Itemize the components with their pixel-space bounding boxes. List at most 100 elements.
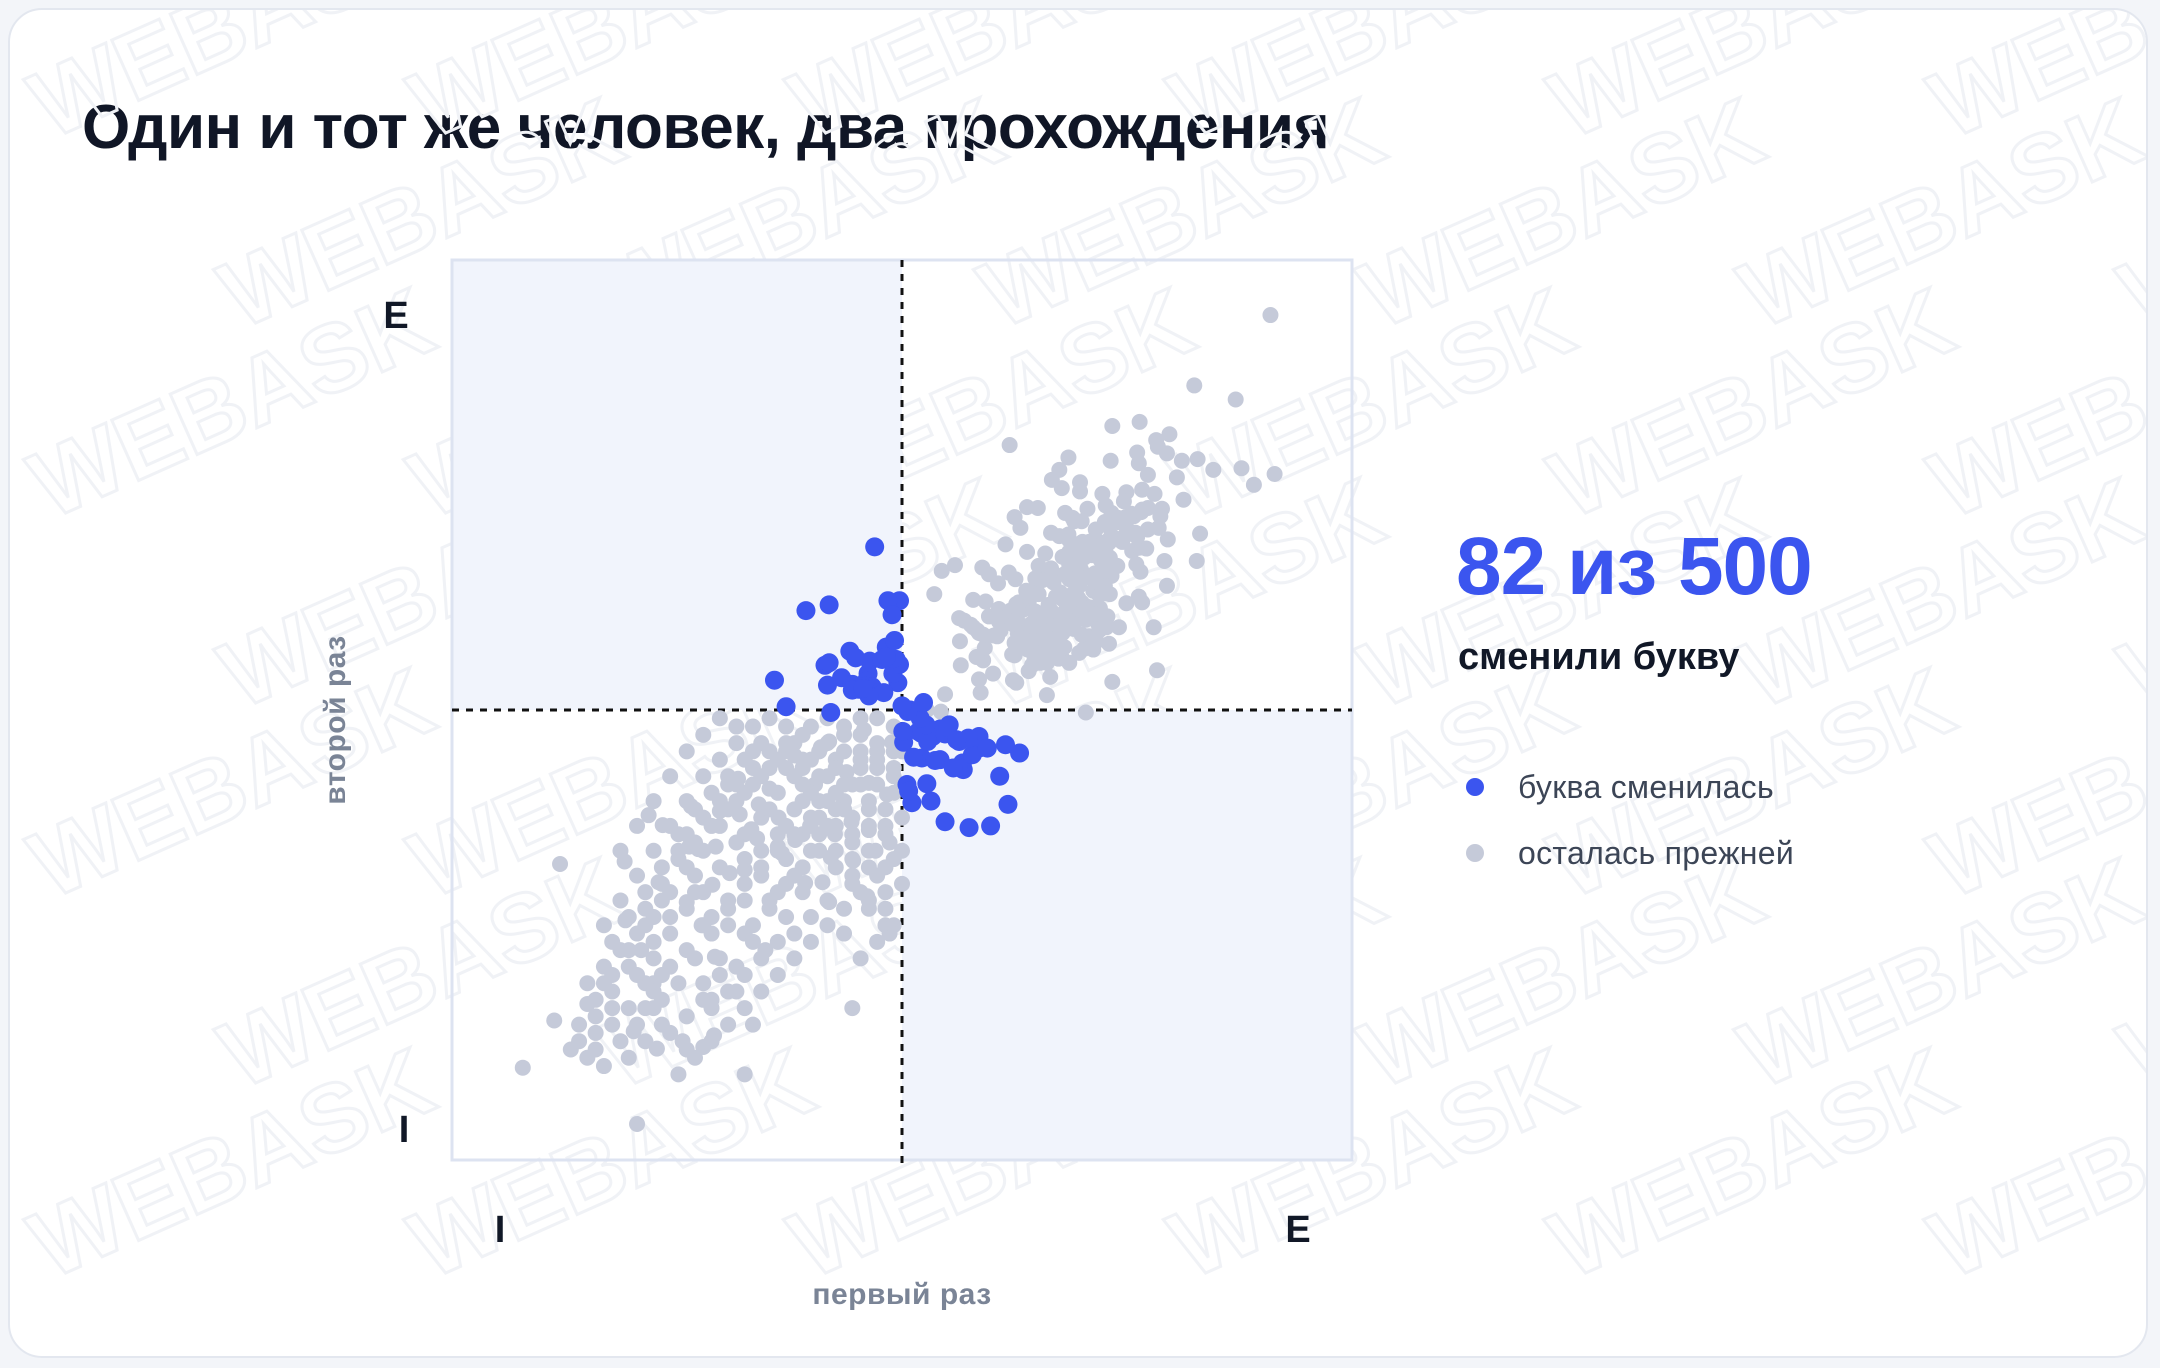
point-unchanged-71: [952, 657, 969, 674]
point-unchanged-512: [736, 875, 753, 892]
point-changed-49: [998, 794, 1018, 814]
point-unchanged-511: [753, 859, 770, 876]
point-unchanged-115: [1037, 545, 1054, 562]
point-unchanged-275: [1127, 524, 1144, 541]
point-changed-0: [865, 537, 885, 557]
point-unchanged-14: [1189, 451, 1206, 468]
point-unchanged-578: [604, 966, 621, 983]
point-unchanged-534: [811, 826, 828, 843]
point-unchanged-599: [852, 950, 869, 967]
point-unchanged-104: [1149, 662, 1166, 679]
point-unchanged-8: [1001, 437, 1018, 454]
point-unchanged-409: [587, 1008, 604, 1025]
point-unchanged-93: [985, 665, 1002, 682]
point-unchanged-149: [1118, 595, 1135, 612]
point-unchanged-568: [769, 751, 786, 768]
scatter-chart: WEBASKWEBASKWEBASKWEBASKWEBASKWEBASKWEBA…: [14, 10, 2146, 1311]
point-unchanged-474: [670, 1066, 687, 1083]
point-changed-71: [893, 722, 913, 742]
point-unchanged-252: [1006, 647, 1023, 664]
point-unchanged-45: [974, 559, 991, 576]
point-unchanged-602: [802, 909, 819, 925]
point-changed-2: [796, 601, 816, 621]
point-unchanged-555: [794, 776, 811, 793]
point-changed-42: [935, 812, 955, 832]
point-unchanged-572: [703, 817, 720, 834]
point-unchanged-519: [620, 1000, 637, 1017]
point-unchanged-102: [1158, 577, 1175, 594]
point-unchanged-366: [595, 1058, 612, 1075]
point-unchanged-84: [1077, 704, 1094, 721]
point-unchanged-261: [1043, 602, 1060, 619]
point-unchanged-484: [662, 817, 679, 834]
point-unchanged-531: [761, 801, 778, 818]
point-changed-78: [977, 738, 997, 758]
point-unchanged-601: [819, 892, 836, 909]
point-unchanged-167: [951, 633, 968, 650]
point-unchanged-575: [653, 892, 670, 909]
x-axis-label: первый раз: [812, 1278, 991, 1311]
point-unchanged-596: [877, 900, 894, 917]
point-unchanged-545: [629, 1016, 646, 1033]
point-unchanged-215: [1098, 619, 1115, 636]
point-unchanged-405: [662, 925, 679, 942]
point-unchanged-161: [1007, 571, 1024, 588]
legend-label-changed: буква сменилась: [1518, 768, 1774, 805]
quadrant-bottom-right: [902, 710, 1352, 1160]
point-unchanged-520: [604, 1000, 621, 1017]
point-changed-33: [876, 647, 896, 667]
legend-label-unchanged: осталась прежней: [1518, 834, 1795, 871]
point-unchanged-487: [711, 751, 728, 768]
point-unchanged-114: [990, 575, 1007, 592]
point-unchanged-27: [1175, 491, 1192, 508]
point-unchanged-152: [1110, 619, 1127, 636]
point-unchanged-608: [703, 1000, 720, 1017]
point-changed-52: [921, 791, 941, 811]
point-unchanged-327: [869, 710, 886, 727]
point-changed-62: [904, 747, 924, 767]
point-unchanged-315: [814, 874, 831, 891]
chart-card: Один и тот же человек, два прохождения W…: [8, 8, 2148, 1358]
point-unchanged-476: [637, 1033, 654, 1050]
point-unchanged-446: [637, 884, 654, 901]
point-unchanged-541: [695, 884, 712, 901]
point-unchanged-406: [645, 933, 662, 950]
point-unchanged-154: [1043, 524, 1060, 541]
point-unchanged-506: [836, 776, 853, 793]
point-unchanged-112: [1012, 519, 1029, 536]
point-unchanged-376: [629, 1116, 646, 1132]
point-changed-35: [853, 678, 873, 698]
point-unchanged-349: [794, 884, 811, 901]
point-unchanged-516: [670, 975, 687, 992]
point-unchanged-272: [1026, 648, 1043, 665]
point-unchanged-47: [946, 557, 963, 574]
point-unchanged-532: [778, 817, 795, 834]
point-unchanged-523: [629, 817, 646, 834]
point-unchanged-280: [1009, 600, 1026, 617]
y-axis-label: второй раз: [319, 635, 352, 804]
point-unchanged-267: [1022, 635, 1039, 652]
point-unchanged-563: [852, 743, 869, 760]
point-unchanged-155: [1156, 552, 1173, 569]
point-unchanged-373: [744, 1016, 761, 1033]
point-unchanged-109: [1029, 499, 1046, 516]
point-unchanged-375: [514, 1059, 531, 1076]
point-unchanged-368: [648, 1040, 665, 1057]
point-unchanged-498: [894, 875, 910, 892]
point-unchanged-527: [695, 726, 712, 743]
point-unchanged-469: [753, 983, 770, 1000]
point-unchanged-466: [802, 933, 819, 950]
point-changed-72: [918, 731, 938, 751]
point-unchanged-110: [1130, 455, 1147, 472]
point-unchanged-488: [728, 735, 745, 752]
point-unchanged-195: [1115, 493, 1132, 510]
point-unchanged-185: [972, 684, 989, 701]
point-changed-40: [959, 818, 979, 838]
point-unchanged-570: [736, 784, 753, 801]
point-unchanged-561: [885, 784, 902, 801]
point-unchanged-125: [977, 593, 994, 610]
point-changed-15: [817, 675, 837, 695]
legend-item-changed: буква сменилась: [1466, 754, 1794, 820]
point-unchanged-398: [736, 851, 753, 868]
point-unchanged-22: [1168, 469, 1185, 486]
